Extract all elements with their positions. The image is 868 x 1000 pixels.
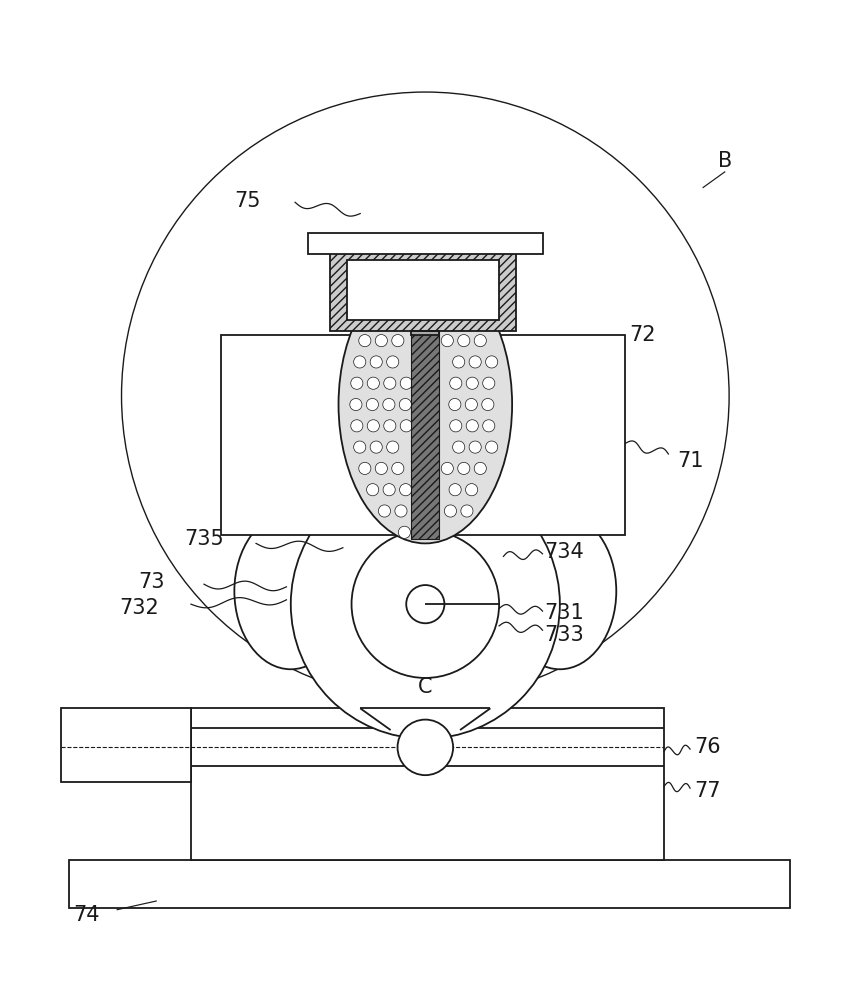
Bar (308, 233, 542, 254)
Bar (61, 708, 191, 782)
Circle shape (444, 505, 457, 517)
Circle shape (474, 335, 486, 347)
Bar (411, 270, 439, 539)
Circle shape (452, 356, 464, 368)
Text: 74: 74 (74, 905, 100, 925)
Circle shape (398, 271, 411, 283)
Circle shape (386, 356, 398, 368)
Circle shape (358, 335, 371, 347)
Bar (69, 860, 790, 908)
Circle shape (450, 420, 462, 432)
Circle shape (384, 420, 396, 432)
Text: C: C (418, 677, 432, 697)
Circle shape (395, 505, 407, 517)
Circle shape (483, 377, 495, 389)
Circle shape (391, 335, 404, 347)
Circle shape (482, 398, 494, 411)
Circle shape (391, 462, 404, 474)
Circle shape (469, 356, 481, 368)
Text: 72: 72 (629, 325, 655, 345)
Circle shape (351, 377, 363, 389)
Circle shape (466, 377, 478, 389)
Circle shape (449, 313, 461, 325)
Circle shape (366, 313, 378, 325)
Circle shape (367, 377, 379, 389)
Circle shape (452, 441, 464, 453)
Circle shape (383, 398, 395, 411)
Circle shape (466, 420, 478, 432)
Circle shape (441, 462, 453, 474)
Circle shape (398, 526, 411, 538)
Text: 75: 75 (234, 191, 260, 211)
Circle shape (406, 585, 444, 623)
Circle shape (353, 356, 365, 368)
Circle shape (386, 441, 398, 453)
Text: B: B (718, 151, 732, 171)
Circle shape (352, 530, 499, 678)
Circle shape (449, 398, 461, 411)
Text: 732: 732 (119, 598, 159, 618)
Text: 76: 76 (694, 737, 720, 757)
Circle shape (375, 462, 387, 474)
Circle shape (465, 484, 477, 496)
Text: 734: 734 (544, 542, 584, 562)
Ellipse shape (234, 513, 347, 669)
Circle shape (399, 398, 411, 411)
Circle shape (450, 377, 462, 389)
Circle shape (366, 484, 378, 496)
Circle shape (465, 313, 477, 325)
Circle shape (483, 420, 495, 432)
Circle shape (366, 398, 378, 411)
Bar (347, 260, 499, 320)
Circle shape (399, 484, 411, 496)
Circle shape (353, 441, 365, 453)
Circle shape (400, 420, 412, 432)
Circle shape (378, 292, 391, 304)
Circle shape (367, 420, 379, 432)
Circle shape (461, 505, 473, 517)
Circle shape (441, 335, 453, 347)
Circle shape (474, 462, 486, 474)
Circle shape (400, 377, 412, 389)
Circle shape (485, 356, 497, 368)
Circle shape (457, 335, 470, 347)
Circle shape (461, 292, 473, 304)
Circle shape (383, 484, 395, 496)
Circle shape (370, 356, 382, 368)
Circle shape (444, 292, 457, 304)
Circle shape (383, 313, 395, 325)
Circle shape (370, 441, 382, 453)
Circle shape (465, 398, 477, 411)
Circle shape (291, 470, 560, 739)
Text: 77: 77 (694, 781, 720, 801)
Text: 71: 71 (677, 451, 703, 471)
Circle shape (395, 292, 407, 304)
Bar (221, 335, 625, 535)
Bar (330, 253, 516, 331)
Bar (191, 708, 664, 860)
Ellipse shape (503, 513, 616, 669)
Circle shape (449, 484, 461, 496)
Circle shape (399, 313, 411, 325)
Ellipse shape (339, 266, 512, 543)
Circle shape (350, 398, 362, 411)
Text: 733: 733 (544, 625, 584, 645)
Circle shape (384, 377, 396, 389)
Circle shape (351, 420, 363, 432)
Circle shape (398, 720, 453, 775)
Text: 731: 731 (544, 603, 584, 623)
Circle shape (378, 505, 391, 517)
Circle shape (375, 335, 387, 347)
Text: 735: 735 (184, 529, 224, 549)
Bar (411, 331, 439, 335)
Circle shape (485, 441, 497, 453)
Circle shape (457, 462, 470, 474)
Circle shape (469, 441, 481, 453)
Text: 73: 73 (139, 572, 165, 592)
Circle shape (358, 462, 371, 474)
